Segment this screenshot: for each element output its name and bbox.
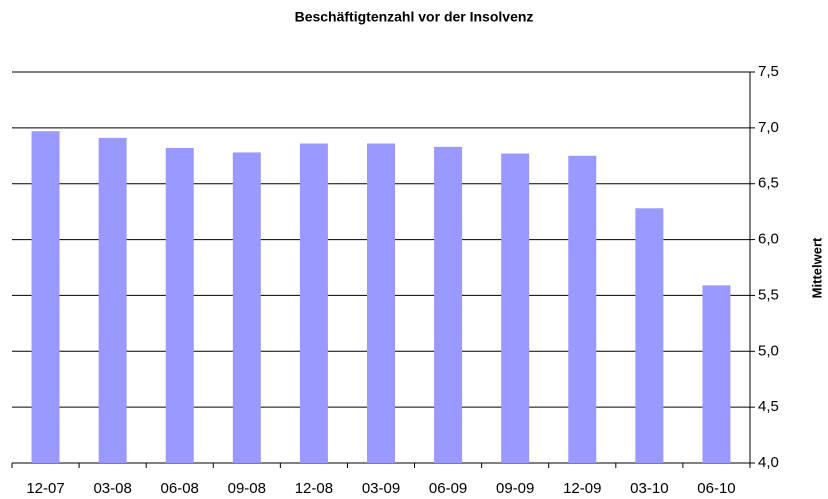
bar <box>31 131 60 464</box>
bar <box>568 155 597 464</box>
x-tick-label: 09-09 <box>496 480 534 497</box>
y-tick-label: 7,5 <box>758 63 779 80</box>
x-tick-label: 06-10 <box>697 480 735 497</box>
bar <box>98 137 127 463</box>
bar <box>702 285 731 463</box>
x-tick-label: 06-09 <box>429 480 467 497</box>
x-tick-label: 12-09 <box>563 480 601 497</box>
bar <box>299 143 328 464</box>
bar <box>232 152 261 464</box>
x-tick-label: 06-08 <box>161 480 199 497</box>
chart-title: Beschäftigtenzahl vor der Insolvenz <box>295 9 534 25</box>
bar <box>635 208 664 463</box>
x-tick-label: 03-09 <box>362 480 400 497</box>
x-tick-label: 03-10 <box>630 480 668 497</box>
y-axis-label: Mittelwert <box>809 237 824 298</box>
x-tick-label: 12-08 <box>295 480 333 497</box>
x-tick-label: 12-07 <box>26 480 64 497</box>
y-tick-label: 6,0 <box>758 231 779 248</box>
x-tick-label: 09-08 <box>228 480 266 497</box>
y-tick-label: 7,0 <box>758 119 779 136</box>
bar <box>165 147 194 464</box>
y-tick-label: 6,5 <box>758 175 779 192</box>
y-tick-label: 5,0 <box>758 342 779 359</box>
bar <box>501 153 530 463</box>
bar <box>434 146 463 463</box>
y-tick-label: 5,5 <box>758 286 779 303</box>
y-tick-label: 4,0 <box>758 454 779 471</box>
x-tick-label: 03-08 <box>93 480 131 497</box>
bar <box>367 143 395 464</box>
y-tick-label: 4,5 <box>758 398 779 415</box>
